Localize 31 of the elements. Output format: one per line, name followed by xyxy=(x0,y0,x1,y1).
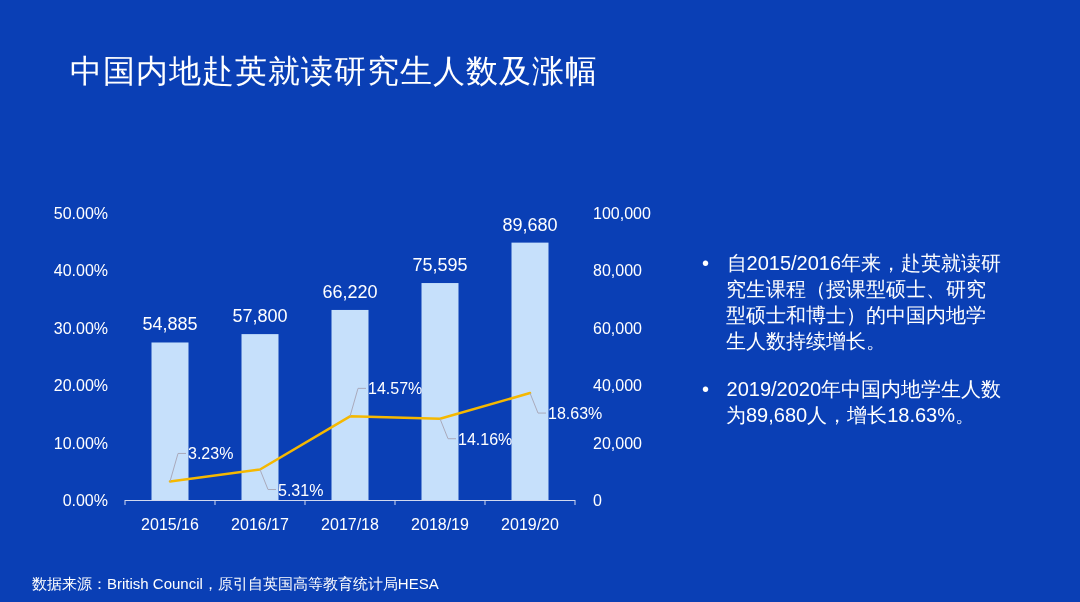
data-label: 18.63% xyxy=(548,405,603,423)
x-tick-label: 2016/17 xyxy=(231,516,290,533)
x-tick-label: 2017/18 xyxy=(321,516,380,533)
y2-tick-label: 0 xyxy=(593,492,602,509)
x-tick-label: 2019/20 xyxy=(501,516,560,533)
source-note: 数据来源：British Council，原引自英国高等教育统计局HESA xyxy=(32,575,439,594)
text: • 自2015/2016年来，赴英就读研究生课程（授课型硕士、研究型硕士和博士）的中国内地学生人数持续增长。 xyxy=(702,251,1002,354)
data-label: 3.23% xyxy=(188,445,234,463)
data-label: 57,800 xyxy=(232,306,288,327)
y2-tick-label: 60,000 xyxy=(593,319,643,337)
data-label: 75,595 xyxy=(412,255,468,276)
y-tick-label: 10.00% xyxy=(53,434,108,452)
data-label: 54,885 xyxy=(142,314,198,335)
text: • 2019/2020年中国内地学生人数为89,680人，增长18.63%。 xyxy=(702,377,1002,428)
y2-tick-label: 40,000 xyxy=(593,377,643,395)
data-label: 14.57% xyxy=(368,380,423,398)
y-tick-label: 30.00% xyxy=(53,319,108,337)
y-tick-label: 50.00% xyxy=(53,205,108,222)
x-tick-label: 2018/19 xyxy=(411,516,470,533)
data-label: 14.16% xyxy=(458,430,513,448)
data-label: 89,680 xyxy=(502,214,558,235)
data-label: 66,220 xyxy=(322,281,378,302)
y-tick-label: 40.00% xyxy=(53,262,108,280)
y-tick-label: 0.00% xyxy=(62,492,108,509)
data-label: 5.31% xyxy=(278,481,324,499)
x-tick-label: 2015/16 xyxy=(141,516,200,533)
chart-title: 中国内地赴英就读研究生人数及涨幅 xyxy=(70,52,598,91)
y2-tick-label: 20,000 xyxy=(593,434,643,452)
y2-tick-label: 80,000 xyxy=(593,262,643,280)
y-tick-label: 20.00% xyxy=(53,377,108,395)
y2-tick-label: 100,000 xyxy=(593,205,651,222)
